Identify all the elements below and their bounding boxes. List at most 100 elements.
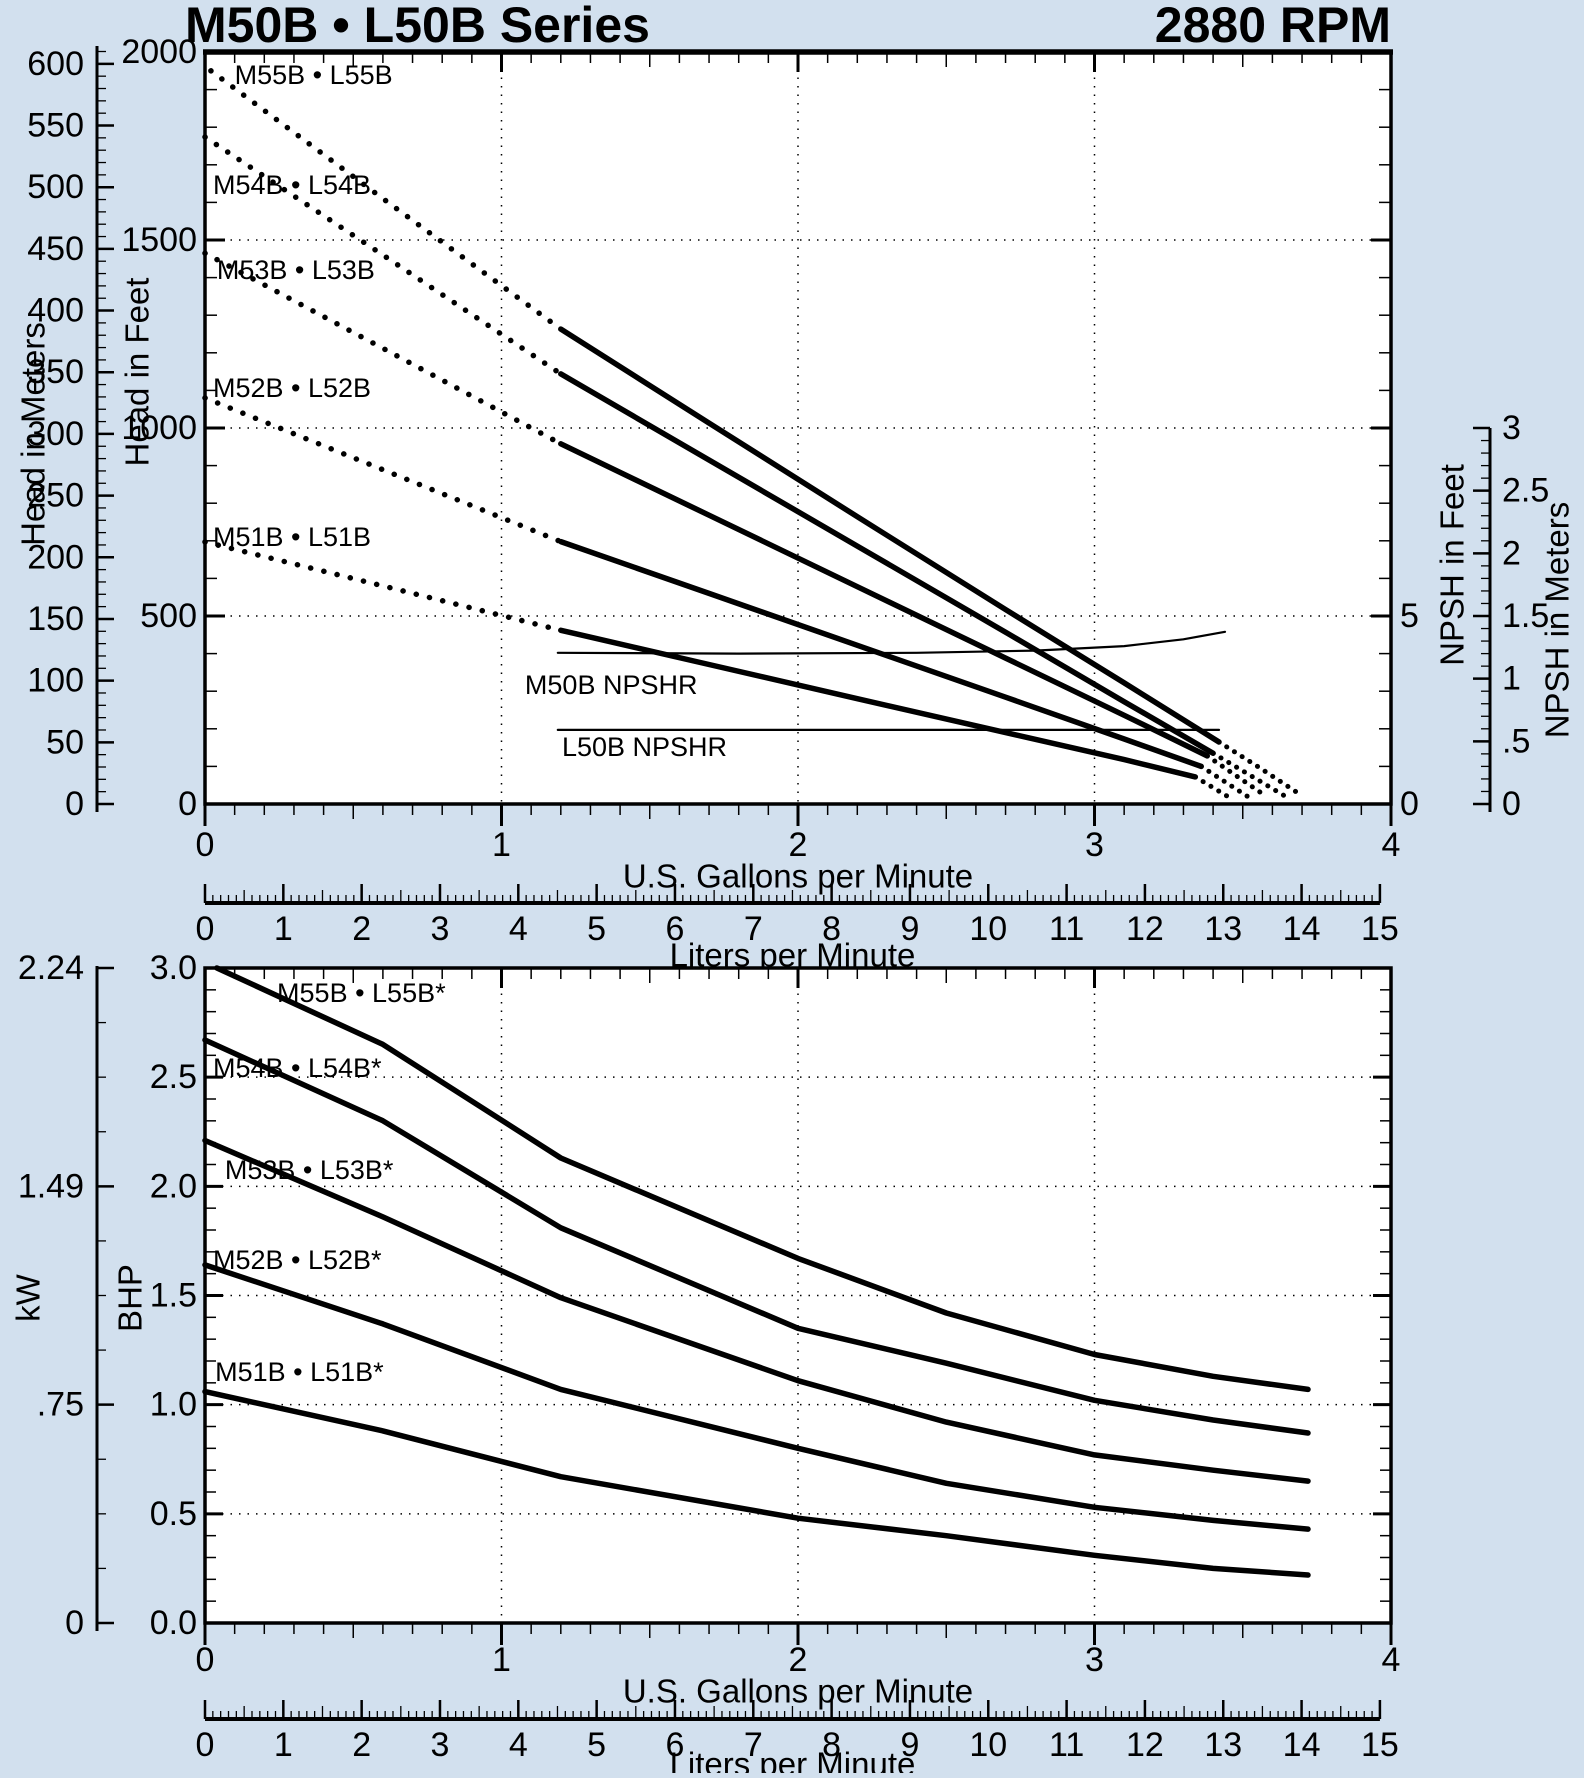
plot-area	[205, 968, 1391, 1623]
npshr-label: M50B NPSHR	[525, 670, 698, 700]
curve-dotted	[202, 395, 564, 545]
liters-tick-label: 6	[666, 1726, 685, 1764]
npsh-meters-tick-label: 1.5	[1502, 597, 1549, 635]
curve-solid	[558, 538, 1204, 770]
bhp-axis-title: BHP	[112, 1264, 149, 1332]
curve-solid	[202, 1037, 1311, 1436]
liters-tick-label: 1	[274, 910, 293, 948]
curve-solid	[214, 965, 1311, 1393]
npsh-meters-tick-label: 1	[1502, 660, 1521, 698]
page-title: M50B • L50B Series	[185, 0, 650, 53]
meters-tick-label: 450	[27, 230, 84, 268]
curve-label: M52B • L52B*	[213, 1245, 382, 1275]
kw-axis-title: kW	[10, 1273, 47, 1322]
meters-tick-label: 300	[27, 415, 84, 453]
meters-tick-label: 200	[27, 538, 84, 576]
liters-tick-label: 9	[900, 910, 919, 948]
curve-dotted	[202, 250, 564, 447]
x-axis-title: U.S. Gallons per Minute	[623, 1673, 973, 1710]
liters-tick-label: 3	[431, 1726, 450, 1764]
kw-tick-label: 0	[65, 1604, 84, 1642]
plot-area	[205, 52, 1391, 804]
bhp-tick-label: 0.0	[150, 1604, 197, 1642]
npsh-meters-tick-label: 2.5	[1502, 472, 1549, 510]
liters-tick-label: 12	[1126, 910, 1164, 948]
kw-tick-label: .75	[37, 1386, 84, 1424]
meters-tick-label: 50	[46, 723, 84, 761]
x-tick-label: 0	[196, 826, 215, 864]
liters-tick-label: 10	[969, 1726, 1007, 1764]
x-tick-label: 2	[789, 1641, 808, 1679]
liters-tick-label: 5	[587, 910, 606, 948]
liters-tick-label: 4	[509, 1726, 528, 1764]
liters-tick-label: 11	[1049, 1726, 1084, 1764]
x-tick-label: 0	[196, 1641, 215, 1679]
liters-tick-label: 14	[1283, 910, 1321, 948]
npshr-label: L50B NPSHR	[562, 732, 727, 762]
npsh-meters-tick-label: 0	[1502, 785, 1521, 823]
liters-tick-label: 14	[1283, 1726, 1321, 1764]
liters-tick-label: 0	[196, 1726, 215, 1764]
feet-tick-label: 500	[140, 597, 197, 635]
liters-tick-label: 13	[1204, 910, 1242, 948]
kw-tick-label: 1.49	[18, 1167, 84, 1205]
feet-tick-label: 2000	[121, 33, 197, 71]
head-npsh-chart: M50B NPSHR L50B NPSHR M55B • L55B M54B • L5…	[15, 33, 1576, 974]
liters-tick-label: 11	[1049, 910, 1084, 948]
x-tick-label: 3	[1085, 1641, 1104, 1679]
curve-tail-dotted	[1198, 763, 1252, 800]
liters-tick-label: 2	[352, 1726, 371, 1764]
curve-solid	[202, 1262, 1311, 1532]
curve-label: M54B • L54B*	[213, 1053, 382, 1083]
liters-tick-label: 15	[1361, 1726, 1399, 1764]
meters-tick-label: 500	[27, 168, 84, 206]
bhp-tick-label: 2.0	[150, 1167, 197, 1205]
curve-solid	[558, 371, 1216, 756]
bhp-tick-label: 2.5	[150, 1058, 197, 1096]
liters-tick-label: 8	[822, 910, 841, 948]
bhp-chart: M55B • L55B* M54B • L54B* M53B • L53B* M52B…	[10, 949, 1401, 1778]
liters-tick-label: 6	[666, 910, 685, 948]
bhp-tick-label: 1.0	[150, 1386, 197, 1424]
x-tick-label: 4	[1382, 1641, 1401, 1679]
liters-tick-label: 0	[196, 910, 215, 948]
bhp-tick-label: 1.5	[150, 1277, 197, 1315]
liters-tick-label: 15	[1361, 910, 1399, 948]
npsh-feet-tick-label: 5	[1400, 597, 1419, 635]
bhp-tick-label: 0.5	[150, 1495, 197, 1533]
rpm-label: 2880 RPM	[1155, 0, 1391, 53]
curve-solid	[558, 441, 1210, 759]
curve-label: M54B • L54B	[213, 170, 371, 200]
feet-axis-title: Head in Feet	[119, 278, 156, 467]
x-tick-label: 4	[1382, 826, 1401, 864]
x-tick-label: 2	[789, 826, 808, 864]
liters-tick-label: 9	[900, 1726, 919, 1764]
liters-tick-label: 5	[587, 1726, 606, 1764]
curve-tail-dotted	[1192, 774, 1234, 801]
curve-dotted	[202, 134, 564, 377]
npsh-meters-tick-label: 2	[1502, 534, 1521, 572]
npsh-meters-tick-label: .5	[1502, 722, 1530, 760]
liters-tick-label: 8	[822, 1726, 841, 1764]
kw-tick-label: 2.24	[18, 949, 84, 987]
curve-label: M53B • L53B	[217, 255, 375, 285]
curve-solid	[558, 627, 1199, 780]
x-tick-label: 1	[492, 1641, 511, 1679]
liters-tick-label: 7	[744, 910, 763, 948]
liters-tick-label: 7	[744, 1726, 763, 1764]
feet-tick-label: 1000	[121, 409, 197, 447]
curve-label: M52B • L52B	[213, 373, 371, 403]
curve-label: M55B • L55B*	[277, 978, 446, 1008]
curve-solid	[558, 326, 1222, 745]
meters-tick-label: 100	[27, 662, 84, 700]
curve-solid	[202, 1388, 1311, 1578]
x-tick-label: 1	[492, 826, 511, 864]
meters-tick-label: 0	[65, 785, 84, 823]
liters-tick-label: 3	[431, 910, 450, 948]
bhp-tick-label: 3.0	[150, 949, 197, 987]
liters-tick-label: 10	[969, 910, 1007, 948]
liters-tick-label: 2	[352, 910, 371, 948]
meters-tick-label: 350	[27, 353, 84, 391]
npsh-feet-axis-title: NPSH in Feet	[1434, 464, 1471, 666]
